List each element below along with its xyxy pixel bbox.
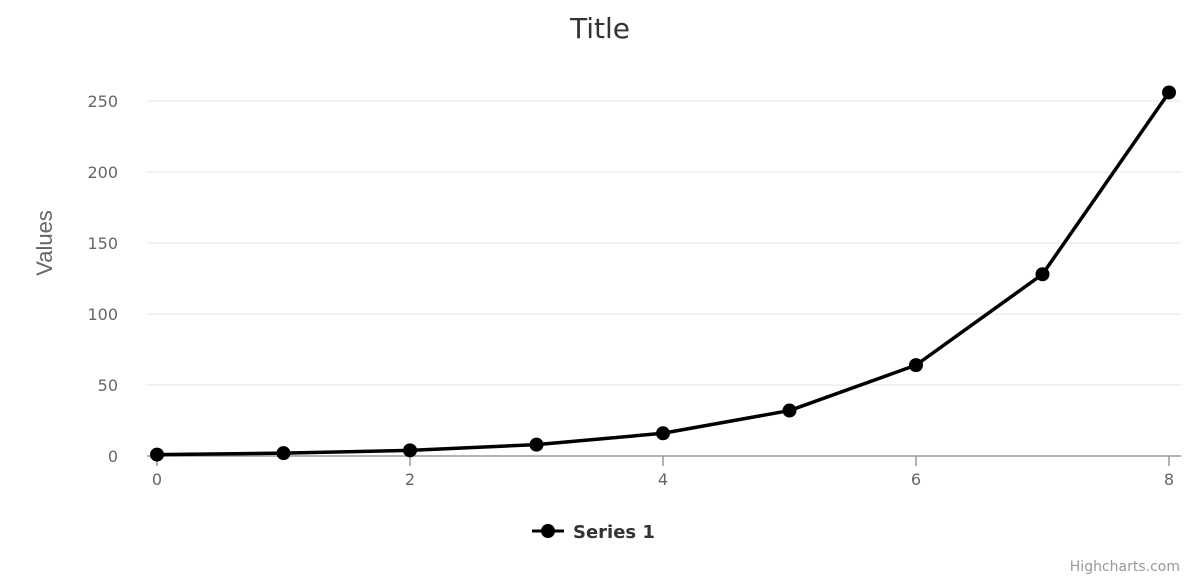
data-point[interactable] [909,358,923,373]
y-axis-label: Values [32,210,57,276]
y-axis-tick-labels: 0 50 100 150 200 250 [87,92,118,466]
x-tick-label: 8 [1164,470,1174,489]
x-axis-tick-labels: 0 2 4 6 8 [152,470,1174,489]
y-tick-label: 150 [87,234,118,253]
y-tick-label: 0 [108,447,118,466]
x-tick-label: 6 [911,470,921,489]
y-tick-label: 200 [87,163,118,182]
x-tick-label: 2 [405,470,415,489]
data-point[interactable] [782,403,797,418]
legend-item-series-1[interactable]: Series 1 [573,522,655,543]
grid-lines [147,100,1181,386]
legend[interactable]: Series 1 [532,522,655,543]
data-point[interactable] [656,426,670,441]
x-tick-label: 0 [152,470,162,489]
data-point[interactable] [529,437,544,452]
chart-title: Title [569,12,630,45]
series-group [150,85,1176,462]
data-point[interactable] [403,443,417,458]
y-tick-label: 50 [98,376,118,395]
y-tick-label: 250 [87,92,118,111]
data-point[interactable] [1162,85,1176,100]
credits-link[interactable]: Highcharts.com [1070,559,1180,575]
y-tick-label: 100 [87,305,118,324]
data-point[interactable] [276,446,291,461]
legend-marker-symbol [541,524,555,538]
data-point[interactable] [1035,267,1050,282]
x-tick-label: 4 [658,470,668,489]
data-point[interactable] [150,447,164,462]
x-axis [147,455,1181,466]
series-line [155,90,1171,457]
